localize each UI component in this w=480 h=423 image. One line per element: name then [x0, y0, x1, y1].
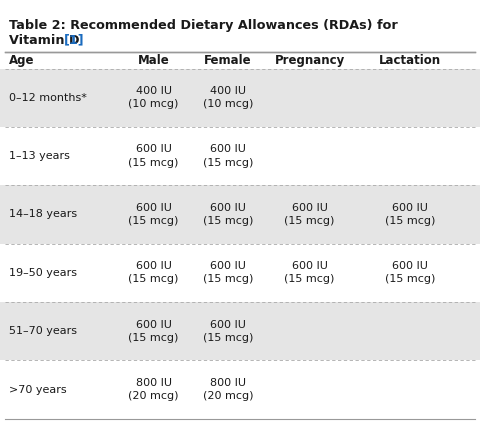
Text: 400 IU
(10 mcg): 400 IU (10 mcg)	[203, 86, 253, 109]
Bar	[0, 69, 480, 127]
Text: 600 IU
(15 mcg): 600 IU (15 mcg)	[285, 203, 335, 226]
Text: 600 IU
(15 mcg): 600 IU (15 mcg)	[385, 203, 435, 226]
Text: Age: Age	[9, 54, 34, 66]
Text: Male: Male	[138, 54, 169, 66]
Text: 800 IU
(20 mcg): 800 IU (20 mcg)	[128, 378, 179, 401]
Text: 800 IU
(20 mcg): 800 IU (20 mcg)	[203, 378, 253, 401]
Text: 51–70 years: 51–70 years	[9, 326, 77, 336]
Text: 600 IU
(15 mcg): 600 IU (15 mcg)	[285, 261, 335, 284]
Text: 400 IU
(10 mcg): 400 IU (10 mcg)	[129, 86, 179, 109]
Bar	[0, 302, 480, 360]
Text: 1–13 years: 1–13 years	[9, 151, 70, 161]
Text: 600 IU
(15 mcg): 600 IU (15 mcg)	[129, 203, 179, 226]
Text: 600 IU
(15 mcg): 600 IU (15 mcg)	[129, 320, 179, 343]
Text: >70 years: >70 years	[9, 385, 66, 395]
Text: 600 IU
(15 mcg): 600 IU (15 mcg)	[129, 261, 179, 284]
Text: 600 IU
(15 mcg): 600 IU (15 mcg)	[203, 261, 253, 284]
Text: 600 IU
(15 mcg): 600 IU (15 mcg)	[203, 320, 253, 343]
Text: 0–12 months*: 0–12 months*	[9, 93, 86, 103]
Text: 600 IU
(15 mcg): 600 IU (15 mcg)	[385, 261, 435, 284]
Text: 600 IU
(15 mcg): 600 IU (15 mcg)	[203, 203, 253, 226]
Text: 600 IU
(15 mcg): 600 IU (15 mcg)	[129, 145, 179, 168]
Text: Pregnancy: Pregnancy	[275, 54, 345, 66]
Text: Lactation: Lactation	[379, 54, 442, 66]
Text: [1]: [1]	[64, 34, 84, 47]
Text: 600 IU
(15 mcg): 600 IU (15 mcg)	[203, 145, 253, 168]
Text: 19–50 years: 19–50 years	[9, 268, 77, 278]
Text: 14–18 years: 14–18 years	[9, 209, 77, 220]
Bar	[0, 185, 480, 244]
Text: Female: Female	[204, 54, 252, 66]
Text: Vitamin D: Vitamin D	[9, 34, 84, 47]
Text: Table 2: Recommended Dietary Allowances (RDAs) for: Table 2: Recommended Dietary Allowances …	[9, 19, 397, 32]
